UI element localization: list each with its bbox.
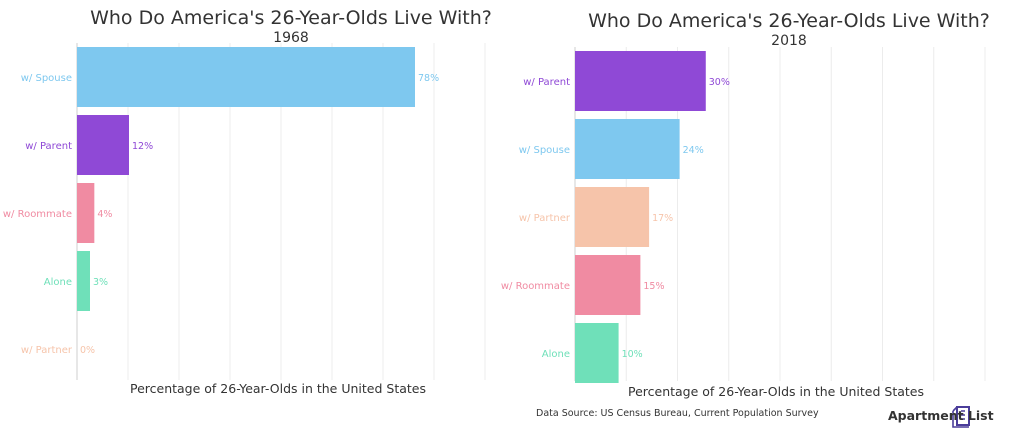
chart-2018-category-label-w-spouse: w/ Spouse: [519, 145, 570, 156]
chart-2018-category-label-w-roommate: w/ Roommate: [501, 281, 570, 292]
chart-1968-bar-w-parent: [77, 115, 129, 175]
chart-1968-value-label-w-partner: 0%: [80, 345, 95, 356]
chart-2018-bar-w-partner: [575, 187, 650, 247]
chart-1968-value-label-w-parent: 12%: [132, 141, 153, 152]
chart-1968-bar-alone: [77, 251, 90, 311]
chart-1968-x-axis-label: Percentage of 26-Year-Olds in the United…: [130, 381, 426, 396]
chart-2018-bar-w-roommate: [575, 255, 641, 315]
chart-1968-category-label-alone: Alone: [44, 277, 72, 288]
chart-1968-bars: w/ Spouse 78% w/ Parent 12% w/ Roommate 4% Alo…: [3, 47, 439, 356]
chart-2018-x-axis-label: Percentage of 26-Year-Olds in the United…: [628, 384, 924, 399]
chart-1968-category-label-w-parent: w/ Parent: [25, 141, 72, 152]
chart-1968-bar-w-roommate: [77, 183, 95, 243]
chart-2018-bars: w/ Parent 30% w/ Spouse 24% w/ Partner 17% w/ …: [501, 51, 730, 383]
chart-1968-value-label-alone: 3%: [93, 277, 108, 288]
chart-1968: Who Do America's 26-Year-Olds Live With?…: [3, 7, 492, 396]
chart-2018-value-label-w-partner: 17%: [652, 213, 673, 224]
chart-2018: Who Do America's 26-Year-Olds Live With?…: [501, 10, 990, 399]
apartment-list-logo-icon: [952, 406, 970, 428]
chart-1968-value-label-w-spouse: 78%: [418, 73, 439, 84]
chart-2018-subtitle: 2018: [771, 33, 807, 49]
apartment-list-brand: Apartment List: [888, 408, 994, 423]
chart-1968-subtitle: 1968: [273, 30, 309, 46]
chart-2018-bar-alone: [575, 323, 619, 383]
chart-2018-category-label-w-parent: w/ Parent: [523, 77, 570, 88]
chart-2018-value-label-w-roommate: 15%: [643, 281, 664, 292]
chart-2018-category-label-alone: Alone: [542, 349, 570, 360]
chart-1968-category-label-w-roommate: w/ Roommate: [3, 209, 72, 220]
chart-2018-value-label-w-parent: 30%: [709, 77, 730, 88]
chart-2018-title: Who Do America's 26-Year-Olds Live With?: [588, 10, 990, 32]
chart-2018-bar-w-parent: [575, 51, 706, 111]
chart-1968-category-label-w-partner: w/ Partner: [21, 345, 73, 356]
chart-1968-bar-w-spouse: [77, 47, 415, 107]
chart-2018-value-label-alone: 10%: [622, 349, 643, 360]
apartment-list-logo: Apartment List: [888, 406, 994, 428]
chart-1968-category-label-w-spouse: w/ Spouse: [21, 73, 72, 84]
data-source-note: Data Source: US Census Bureau, Current P…: [536, 408, 819, 419]
chart-1968-value-label-w-roommate: 4%: [97, 209, 112, 220]
chart-2018-value-label-w-spouse: 24%: [683, 145, 704, 156]
chart-2018-category-label-w-partner: w/ Partner: [519, 213, 571, 224]
chart-2018-bar-w-spouse: [575, 119, 680, 179]
chart-1968-title: Who Do America's 26-Year-Olds Live With?: [90, 7, 492, 29]
